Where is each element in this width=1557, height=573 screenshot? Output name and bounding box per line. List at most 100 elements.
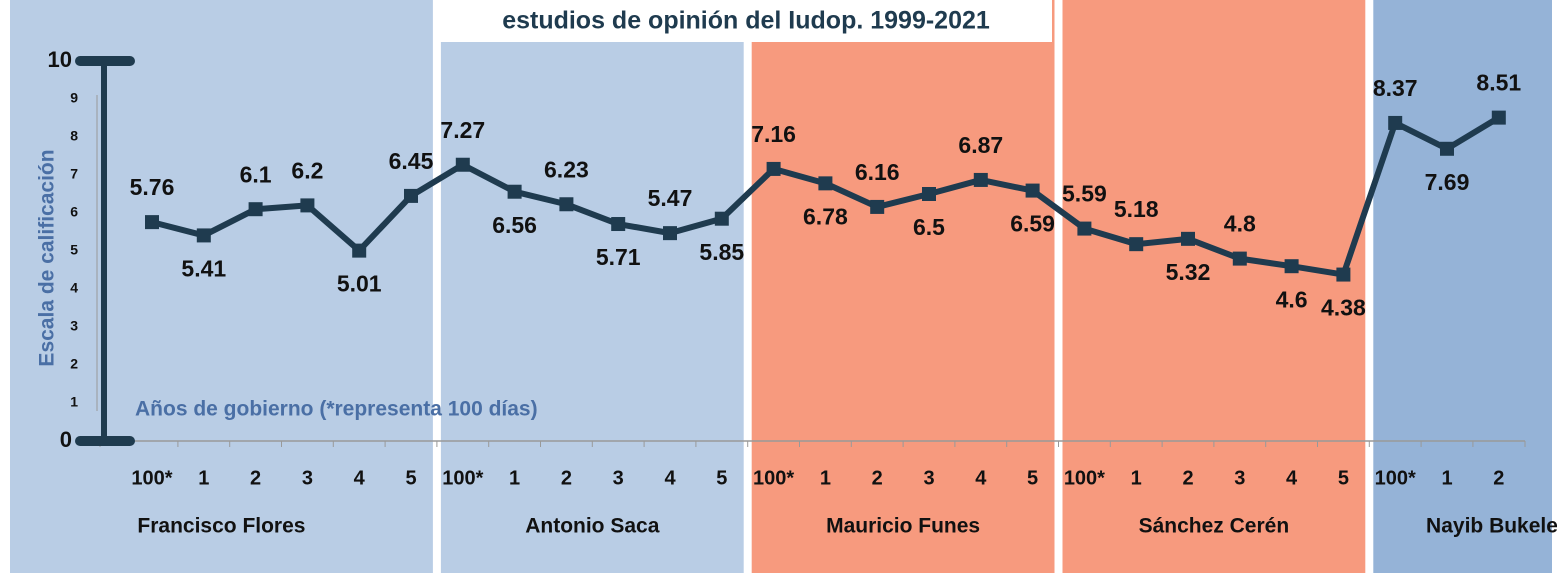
y-tick-label: 7 (70, 166, 78, 182)
data-label: 7.69 (1425, 169, 1470, 195)
y-tick-label: 9 (70, 90, 78, 106)
x-tick-label: 4 (975, 467, 987, 489)
data-label: 6.2 (291, 157, 323, 183)
y-tick-label: 8 (70, 128, 78, 144)
data-label: 6.16 (855, 159, 900, 185)
x-tick-label: 1 (1131, 467, 1142, 489)
x-tick-label: 3 (302, 467, 313, 489)
y-tick-label: 1 (70, 394, 78, 410)
x-tick-label: 1 (509, 467, 520, 489)
x-tick-label: 2 (872, 467, 883, 489)
x-tick-label: 100* (753, 467, 794, 489)
data-label: 6.87 (958, 132, 1003, 158)
x-tick-label: 3 (1234, 467, 1245, 489)
y-tick-label: 0 (60, 427, 72, 452)
data-marker (248, 202, 263, 217)
data-label: 8.51 (1476, 70, 1521, 96)
data-label: 5.18 (1114, 196, 1159, 222)
data-marker (300, 198, 315, 213)
data-marker (1440, 141, 1454, 156)
group-label: Francisco Flores (137, 515, 305, 538)
data-label: 8.37 (1373, 75, 1418, 101)
y-tick-label: 4 (70, 280, 78, 296)
data-marker (1388, 115, 1403, 130)
data-marker (766, 161, 781, 176)
data-marker (922, 187, 936, 201)
data-marker (1284, 259, 1299, 274)
data-marker (611, 217, 626, 232)
government-band (1373, 0, 1552, 573)
data-marker (1077, 221, 1092, 236)
data-label: 4.6 (1276, 286, 1308, 312)
x-tick-label: 100* (131, 467, 172, 489)
x-tick-label: 5 (1027, 467, 1038, 489)
x-tick-label: 1 (1441, 467, 1452, 489)
group-label: Nayib Bukele (1426, 515, 1557, 538)
data-label: 6.23 (544, 156, 589, 182)
data-label: 5.71 (596, 244, 641, 270)
data-marker (1181, 231, 1195, 246)
data-label: 5.47 (648, 185, 693, 211)
y-axis-title: Escala de calificación (36, 149, 59, 366)
data-label: 5.41 (181, 255, 226, 281)
x-tick-label: 5 (405, 467, 416, 489)
data-marker (818, 176, 833, 191)
x-tick-label: 2 (1182, 467, 1193, 489)
data-label: 4.8 (1224, 211, 1256, 237)
government-band (10, 0, 433, 573)
data-label: 6.78 (803, 203, 848, 229)
data-label: 5.76 (130, 174, 175, 200)
x-tick-label: 5 (716, 467, 727, 489)
data-label: 6.59 (1010, 211, 1055, 237)
data-marker (973, 172, 988, 187)
data-label: 7.16 (751, 121, 796, 147)
y-tick-label: 6 (70, 204, 78, 220)
x-tick-label: 4 (664, 467, 676, 489)
x-tick-label: 4 (1286, 467, 1298, 489)
data-marker (663, 226, 677, 241)
group-label: Sánchez Cerén (1139, 515, 1290, 538)
x-tick-label: 2 (250, 467, 261, 489)
data-marker (404, 188, 418, 203)
data-label: 5.59 (1062, 181, 1107, 207)
data-marker (559, 197, 574, 212)
data-label: 6.45 (389, 148, 434, 174)
government-band (440, 0, 744, 573)
data-label: 4.38 (1321, 295, 1366, 321)
x-tick-label: 2 (561, 467, 572, 489)
x-tick-label: 3 (613, 467, 624, 489)
x-tick-label: 3 (923, 467, 934, 489)
group-label: Mauricio Funes (826, 515, 980, 538)
x-tick-label: 100* (1375, 467, 1416, 489)
government-band (1062, 0, 1366, 573)
data-label: 5.85 (699, 239, 744, 265)
data-label: 6.1 (240, 161, 272, 187)
annotation: Años de gobierno (*representa 100 días) (135, 398, 538, 421)
data-label: 6.5 (913, 214, 945, 240)
x-tick-label: 4 (354, 467, 366, 489)
y-tick-label: 2 (70, 356, 78, 372)
data-marker (145, 215, 159, 230)
data-marker (1336, 267, 1351, 282)
data-marker (1129, 237, 1144, 252)
y-tick-label: 10 (48, 47, 72, 72)
title-box (440, 0, 1052, 42)
data-marker (196, 228, 211, 243)
data-label: 7.27 (440, 117, 485, 143)
data-marker (455, 157, 470, 172)
x-tick-label: 2 (1493, 467, 1504, 489)
y-tick-label: 3 (70, 318, 78, 334)
data-marker (1025, 183, 1040, 198)
x-tick-label: 1 (198, 467, 209, 489)
x-tick-label: 100* (442, 467, 483, 489)
data-marker (507, 184, 522, 199)
data-marker (1491, 110, 1506, 125)
data-marker (870, 199, 885, 214)
data-marker (714, 211, 729, 226)
chart-title: estudios de opinión del Iudop. 1999-2021 (502, 7, 990, 35)
data-marker (1232, 251, 1247, 266)
group-label: Antonio Saca (525, 515, 660, 538)
government-band (751, 0, 1055, 573)
data-label: 5.32 (1166, 259, 1211, 285)
